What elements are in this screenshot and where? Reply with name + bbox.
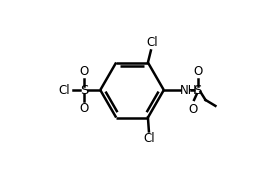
- Text: Cl: Cl: [58, 84, 70, 97]
- Text: NH: NH: [180, 84, 198, 97]
- Text: S: S: [80, 84, 89, 97]
- Text: O: O: [80, 65, 89, 78]
- Text: S: S: [193, 84, 202, 97]
- Text: Cl: Cl: [146, 36, 158, 49]
- Text: O: O: [189, 103, 198, 116]
- Text: O: O: [80, 102, 89, 115]
- Text: Cl: Cl: [143, 132, 155, 145]
- Text: O: O: [193, 65, 202, 78]
